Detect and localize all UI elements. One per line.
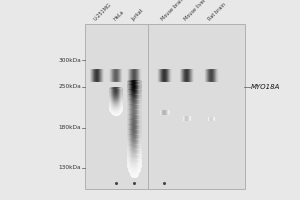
Text: MYO18A: MYO18A: [251, 84, 280, 90]
Text: U-251MG: U-251MG: [93, 2, 113, 22]
Text: 300kDa: 300kDa: [58, 58, 81, 63]
Text: Mouse brain: Mouse brain: [161, 0, 186, 22]
Text: Mouse liver: Mouse liver: [183, 0, 207, 22]
Text: 130kDa: 130kDa: [58, 165, 81, 170]
Bar: [85, 24, 244, 189]
Text: Jurkat: Jurkat: [130, 8, 144, 22]
Text: Rat brain: Rat brain: [208, 2, 227, 22]
Text: 250kDa: 250kDa: [58, 84, 81, 89]
Text: HeLa: HeLa: [112, 10, 124, 22]
Text: 180kDa: 180kDa: [58, 125, 81, 130]
